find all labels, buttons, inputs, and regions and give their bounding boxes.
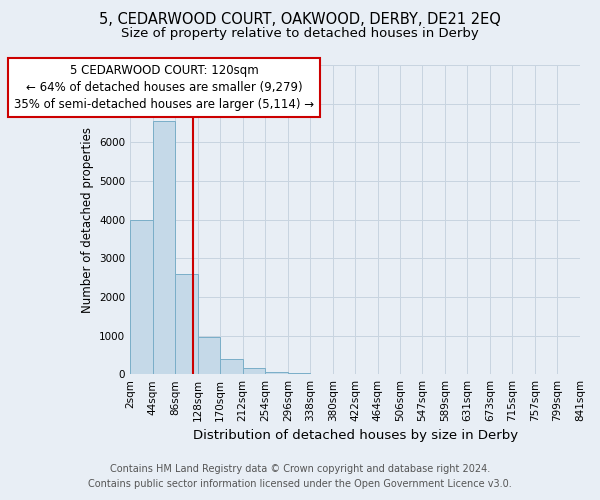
Text: Contains HM Land Registry data © Crown copyright and database right 2024.
Contai: Contains HM Land Registry data © Crown c… [88, 464, 512, 489]
Text: Size of property relative to detached houses in Derby: Size of property relative to detached ho… [121, 28, 479, 40]
Text: 5 CEDARWOOD COURT: 120sqm
← 64% of detached houses are smaller (9,279)
35% of se: 5 CEDARWOOD COURT: 120sqm ← 64% of detac… [14, 64, 314, 111]
Bar [198, 338, 220, 374]
Bar [175, 274, 198, 374]
Y-axis label: Number of detached properties: Number of detached properties [80, 126, 94, 312]
X-axis label: Distribution of detached houses by size in Derby: Distribution of detached houses by size … [193, 430, 518, 442]
Bar [130, 220, 152, 374]
Text: 5, CEDARWOOD COURT, OAKWOOD, DERBY, DE21 2EQ: 5, CEDARWOOD COURT, OAKWOOD, DERBY, DE21… [99, 12, 501, 28]
Bar [243, 368, 265, 374]
Bar [220, 358, 243, 374]
Bar [152, 121, 175, 374]
Bar [288, 373, 310, 374]
Bar [265, 372, 288, 374]
